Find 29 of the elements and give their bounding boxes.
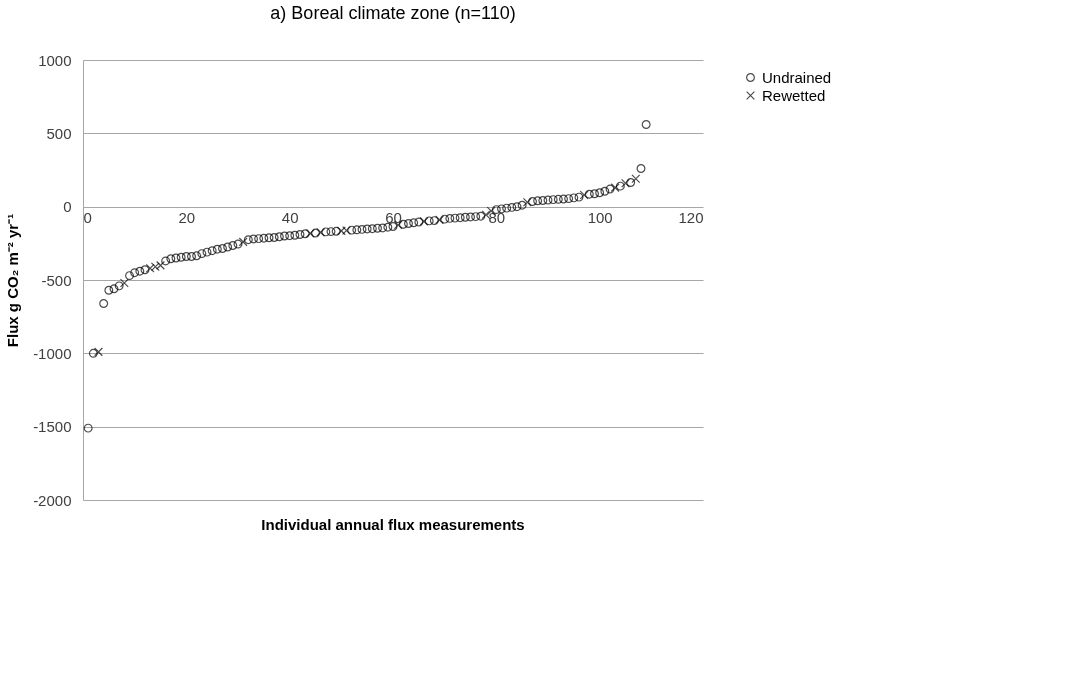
point: [419, 216, 429, 226]
y-tick-label: 500: [46, 124, 72, 142]
y-axis-title: Flux g CO₂ m⁻² yr⁻¹: [4, 213, 22, 348]
y-tick-label: 1000: [38, 51, 72, 69]
point: [522, 197, 532, 207]
point: [621, 178, 630, 188]
x-tick-label: 60: [385, 209, 402, 227]
legend-label: Undrained: [762, 68, 832, 86]
point: [435, 215, 444, 225]
y-tick-label: -1500: [33, 418, 72, 436]
x-tick-label: 20: [178, 209, 196, 227]
legend-label: Rewetted: [762, 86, 826, 104]
y-tick-label: -1000: [33, 344, 72, 362]
x-tick-label: 0: [83, 209, 92, 227]
chart-title: a) Boreal climate zone (n=110): [270, 3, 516, 23]
point: [238, 237, 248, 247]
x-tick-label: 80: [488, 209, 506, 227]
x-tick-label: 120: [678, 209, 704, 227]
y-tick-label: 0: [63, 198, 72, 216]
point: [610, 183, 620, 193]
x-axis-title: Individual annual flux measurements: [261, 516, 525, 533]
point: [631, 174, 641, 184]
y-tick-label: -2000: [33, 491, 72, 509]
x-tick-label: 40: [281, 209, 299, 227]
point: [579, 190, 589, 200]
y-tick-label: -500: [41, 271, 72, 289]
x-tick-label: 100: [587, 209, 613, 227]
point: [119, 278, 129, 288]
point: [94, 347, 103, 357]
